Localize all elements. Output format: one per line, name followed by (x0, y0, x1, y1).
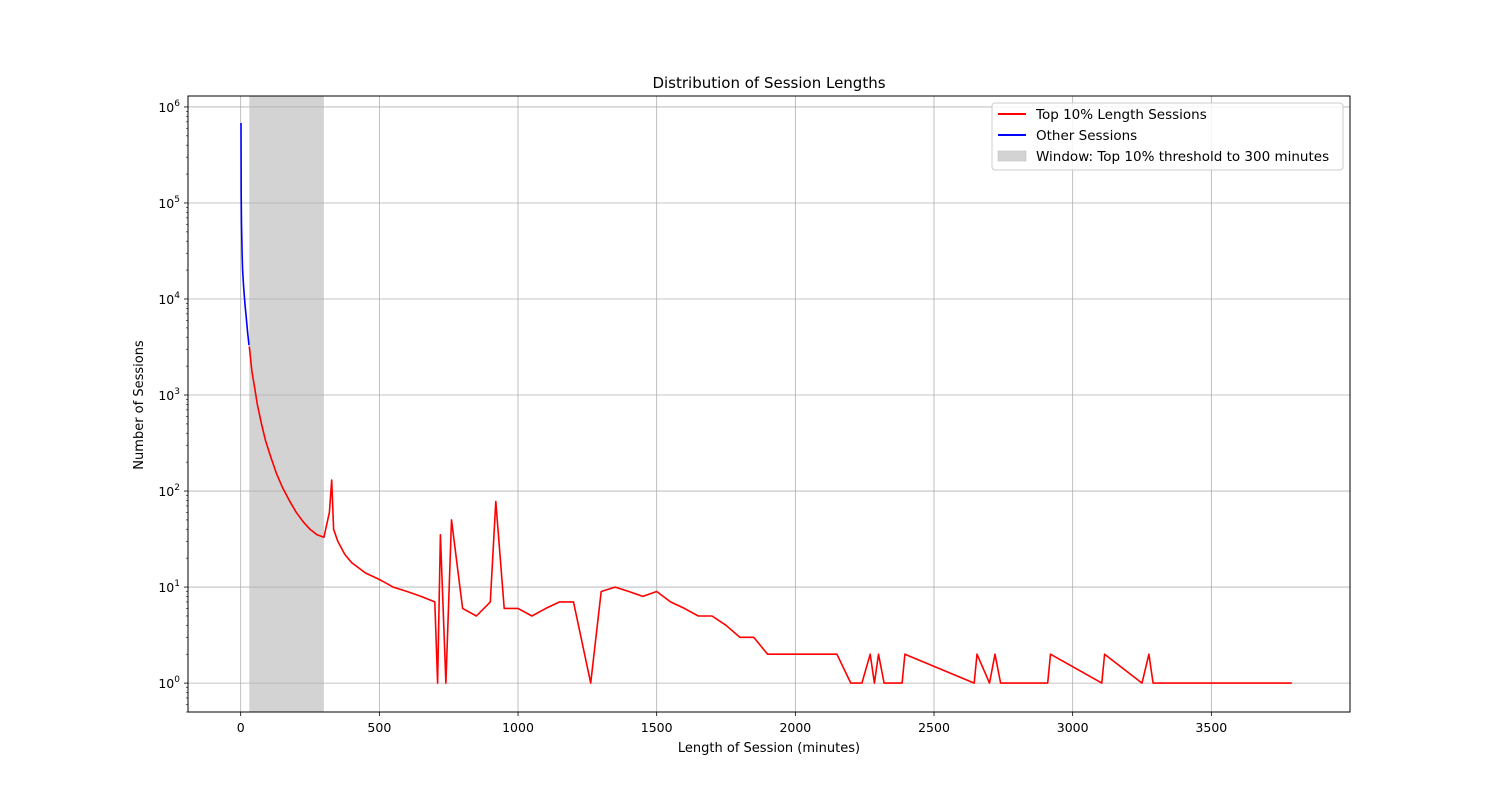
x-tick-label-6: 3000 (1057, 720, 1089, 735)
x-tick-label-3: 1500 (641, 720, 673, 735)
x-tick-label-7: 3500 (1195, 720, 1227, 735)
chart-title: Distribution of Session Lengths (652, 74, 885, 92)
y-tick-label-0: 100 (158, 675, 180, 691)
series-line-1 (240, 122, 250, 346)
plot-area: 0 500 1000 1500 2000 2500 3000 3500 100 101 102 103… (158, 95, 1351, 735)
x-tick-label-2: 1000 (502, 720, 534, 735)
legend-label-top10: Top 10% Length Sessions (1035, 107, 1207, 123)
x-tick-label-0: 0 (237, 720, 245, 735)
y-tick-label-3: 103 (158, 387, 180, 403)
y-tick-label-6: 106 (158, 99, 180, 115)
x-tick-label-4: 2000 (779, 720, 811, 735)
x-tick-label-1: 500 (367, 720, 391, 735)
axes-frame (187, 95, 1351, 713)
series-line-0 (248, 346, 1292, 684)
legend-label-window: Window: Top 10% threshold to 300 minutes (1036, 149, 1329, 165)
x-tick-label-5: 2500 (918, 720, 950, 735)
legend-label-other: Other Sessions (1036, 128, 1137, 144)
y-tick-label-5: 105 (158, 195, 180, 211)
legend: Top 10% Length Sessions Other Sessions W… (991, 102, 1344, 171)
y-tick-label-4: 104 (158, 291, 180, 307)
window-shade (249, 96, 324, 712)
x-axis-label: Length of Session (minutes) (678, 741, 860, 756)
y-tick-label-2: 102 (158, 483, 180, 499)
y-tick-label-1: 101 (158, 579, 180, 595)
y-axis-label: Number of Sessions (132, 340, 147, 470)
legend-swatch-window (997, 150, 1027, 162)
legend-frame (991, 102, 1344, 171)
